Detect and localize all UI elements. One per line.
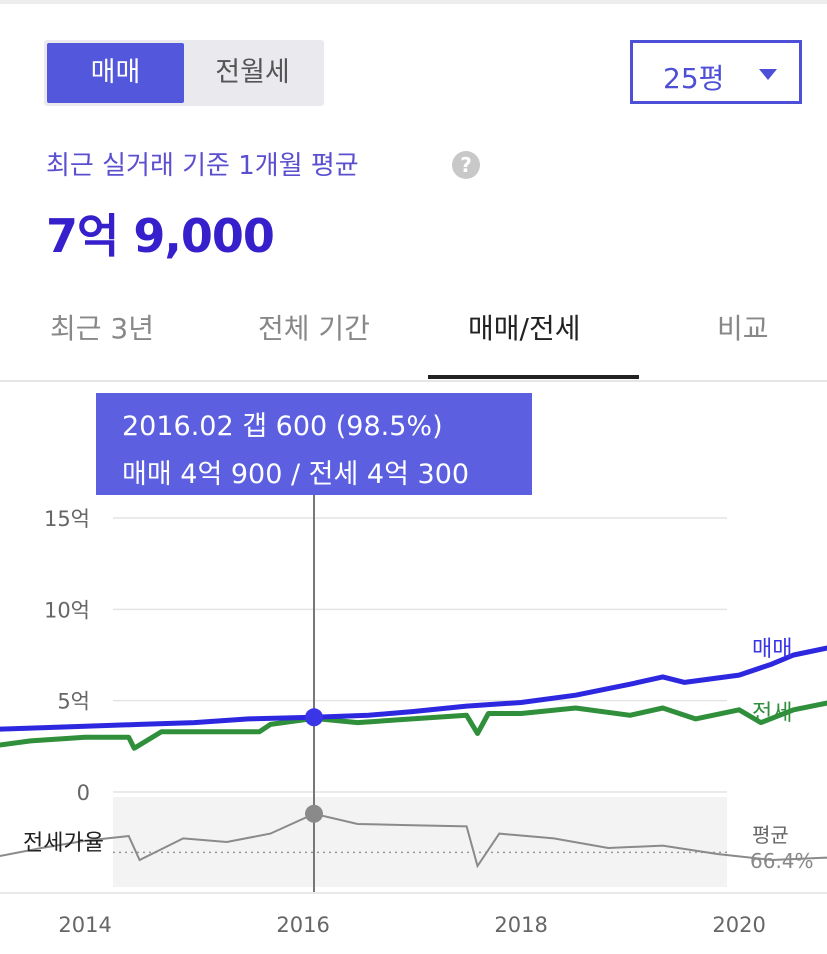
hover-ratio-point: [305, 804, 323, 823]
x-tick-label: 2014: [58, 913, 111, 937]
sale-toggle-button[interactable]: 매매: [47, 43, 184, 103]
jeonse-series-label: 전세: [752, 701, 792, 726]
ratio-average-value: 66.4%: [750, 849, 814, 873]
tab-compare[interactable]: 비교: [717, 312, 769, 345]
tab-bar-border: [0, 380, 827, 382]
hover-tooltip: 2016.02 갭 600 (98.5%) 매매 4억 900 / 전세 4억 …: [96, 393, 532, 495]
hover-sale-point: [305, 708, 323, 727]
lease-toggle-button[interactable]: 전월세: [215, 57, 290, 88]
chevron-down-icon: [759, 69, 777, 80]
tab-all-period[interactable]: 전체 기간: [258, 312, 370, 345]
x-tick-label: 2020: [712, 913, 765, 937]
tab-sale-jeonse[interactable]: 매매/전세: [468, 312, 581, 345]
y-tick-label: 15억: [44, 507, 90, 531]
help-icon[interactable]: ?: [452, 151, 480, 179]
jeonse-series-line: [0, 700, 827, 751]
tooltip-price-line: 매매 4억 900 / 전세 4억 300: [122, 459, 470, 490]
y-tick-label: 0: [77, 781, 90, 805]
sale-series-label: 매매: [752, 637, 792, 662]
area-select-value: 25평: [663, 62, 725, 95]
sale-series-line: [0, 645, 827, 732]
average-price: 7억 9,000: [46, 209, 275, 263]
tooltip-gap-line: 2016.02 갭 600 (98.5%): [122, 411, 443, 442]
top-divider: [0, 0, 827, 4]
y-tick-label: 5억: [57, 690, 90, 714]
active-tab-indicator: [428, 375, 639, 379]
area-select-dropdown[interactable]: 25평: [630, 40, 802, 104]
y-tick-label: 10억: [44, 598, 90, 622]
ratio-panel-background: [113, 797, 727, 887]
chart-bottom-border: [0, 892, 827, 894]
trade-type-toggle: 매매 전월세: [44, 40, 324, 106]
price-basis-label: 최근 실거래 기준 1개월 평균: [46, 151, 359, 181]
ratio-series-line: [0, 812, 827, 869]
x-tick-label: 2016: [276, 913, 329, 937]
x-tick-label: 2018: [494, 913, 547, 937]
tab-recent-3-years[interactable]: 최근 3년: [50, 312, 154, 345]
ratio-panel-label: 전세가율: [23, 831, 104, 856]
ratio-average-label: 평균: [752, 823, 789, 847]
